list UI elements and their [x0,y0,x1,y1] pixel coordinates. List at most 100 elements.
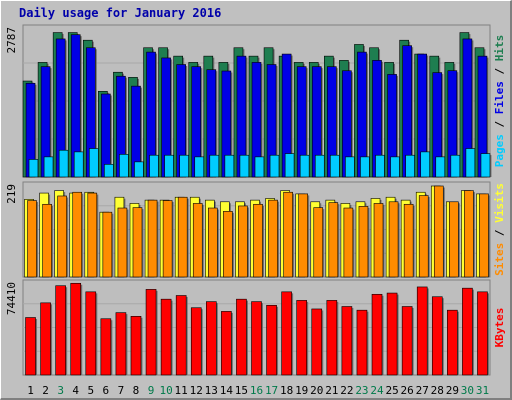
bar-pages-day-14 [224,154,235,178]
x-tick-label-day-31: 31 [476,384,489,397]
x-tick-label-day-11: 11 [175,384,188,397]
bar-kbytes-day-27 [416,286,428,376]
legend-hits: Hits [493,35,506,62]
bar-kbytes-day-5 [85,291,97,376]
bar-kbytes-day-29 [447,309,458,376]
legend-pages: Pages [493,134,506,167]
x-tick-label-day-17: 17 [265,384,278,397]
bar-kbytes-day-3 [55,285,66,376]
x-tick-label-day-3: 3 [57,384,64,397]
bar-kbytes-day-25 [386,292,398,376]
bar-pages-day-30 [465,148,476,178]
panel-legend: Pages / Files / Hits [493,35,506,168]
bar-kbytes-day-4 [70,282,82,376]
bar-sites-day-18 [283,191,293,278]
bar-sites-day-7 [117,207,128,278]
x-tick-label-day-25: 25 [385,384,398,397]
x-tick-label-day-1: 1 [27,384,34,397]
bar-sites-day-23 [358,206,369,278]
bar-sites-day-13 [208,207,218,278]
bar-sites-day-24 [373,203,384,278]
bar-kbytes-day-16 [251,301,262,376]
bar-sites-day-8 [132,207,143,278]
scale-max-label: 2787 [5,27,18,54]
legend-visits: Visits [493,183,506,223]
legend-files: Files [493,81,506,114]
bar-sites-day-28 [433,185,444,278]
bar-pages-day-13 [209,154,220,178]
x-tick-label-day-22: 22 [340,384,353,397]
bar-pages-day-5 [88,148,99,178]
bar-sites-day-1 [27,200,37,278]
legend-kbytes: KBytes [493,308,506,348]
bar-kbytes-day-10 [160,298,172,376]
bar-pages-day-28 [435,156,446,178]
bar-pages-day-17 [269,154,280,178]
x-tick-label-day-27: 27 [416,384,429,397]
bar-sites-day-26 [403,203,414,278]
bar-pages-day-29 [450,154,461,178]
legend-sites: Sites [493,243,506,276]
bar-kbytes-day-28 [431,296,443,376]
bar-pages-day-31 [480,153,491,178]
bar-sites-day-5 [87,192,98,278]
bar-pages-day-22 [345,156,355,178]
x-tick-label-day-28: 28 [431,384,444,397]
bar-pages-day-11 [179,154,189,178]
bar-sites-day-19 [298,193,308,278]
bar-kbytes-day-17 [266,304,277,376]
x-tick-label-day-14: 14 [220,384,234,397]
bar-sites-day-27 [418,195,429,278]
x-tick-label-day-19: 19 [295,384,308,397]
scale-max-label: 74410 [5,282,18,315]
panel-hits-files-pages: 2787 Pages / Files / Hits [5,24,506,178]
bar-pages-day-16 [254,156,265,178]
bar-kbytes-day-26 [401,306,413,376]
x-tick-label-day-24: 24 [370,384,384,397]
x-tick-label-day-30: 30 [461,384,474,397]
bar-pages-day-4 [73,151,84,178]
bar-sites-day-9 [147,199,158,278]
bar-kbytes-day-13 [206,301,217,376]
bar-sites-day-25 [388,201,399,278]
bar-kbytes-day-7 [115,312,127,376]
bar-sites-day-4 [72,191,83,278]
bar-pages-day-26 [405,154,415,178]
bar-kbytes-day-11 [175,295,187,376]
legend-separator: / [493,223,506,243]
bar-kbytes-day-6 [100,318,112,376]
bar-kbytes-day-2 [40,302,51,376]
bar-sites-day-15 [238,205,248,278]
bar-pages-day-6 [104,164,114,178]
bar-pages-day-15 [239,154,250,178]
bar-sites-day-17 [268,199,278,278]
x-tick-label-day-26: 26 [401,384,414,397]
panel-kbytes: 74410 KBytes [5,279,506,376]
bar-sites-day-3 [57,195,67,278]
x-tick-label-day-29: 29 [446,384,459,397]
bar-kbytes-day-22 [341,306,353,376]
bar-kbytes-day-19 [296,300,307,376]
bar-sites-day-11 [177,196,188,278]
bar-sites-day-20 [313,207,324,278]
bar-pages-day-1 [28,159,39,178]
bar-pages-day-19 [299,154,310,178]
x-tick-label-day-7: 7 [118,384,125,397]
bar-kbytes-day-15 [236,298,247,376]
bar-pages-day-18 [284,153,295,178]
bar-sites-day-14 [223,211,233,278]
x-tick-label-day-16: 16 [250,384,263,397]
legend-separator: / [493,61,506,81]
x-tick-label-day-20: 20 [310,384,323,397]
chart-title: Daily usage for January 2016 [19,6,222,20]
x-tick-label-day-6: 6 [103,384,110,397]
panel-visits-sites: 219 Sites / Visits [5,181,506,278]
bar-pages-day-9 [149,154,159,178]
bar-pages-day-2 [43,156,54,178]
x-tick-label-day-2: 2 [42,384,49,397]
bar-pages-day-20 [314,154,325,178]
bar-pages-day-21 [330,154,340,178]
bar-pages-day-10 [164,154,174,178]
